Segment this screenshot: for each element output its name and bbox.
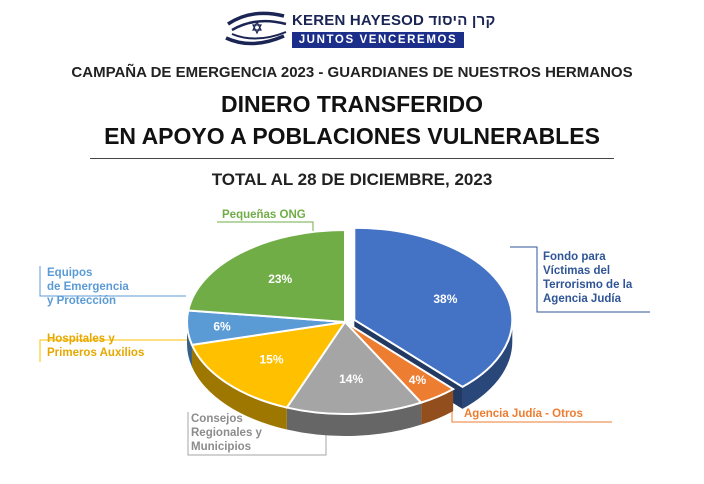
callout-equipos-emergencia: Equipos de Emergencia y Protección — [47, 266, 129, 308]
title-divider — [90, 158, 614, 159]
callout-line: Pequeñas ONG — [222, 209, 306, 221]
pie-slice-label: 23% — [268, 272, 292, 286]
logo-tagline: JUNTOS VENCEREMOS — [292, 32, 464, 48]
pie-slice-side — [421, 389, 454, 425]
callout-fondo-victimas: Fondo para Víctimas del Terrorismo de la Ag… — [543, 250, 632, 306]
callout-line: Agencia Judía — [543, 293, 621, 305]
pie-slice — [187, 228, 346, 324]
callout-line: Consejos — [191, 413, 243, 425]
pie-slice-label: 6% — [213, 320, 231, 334]
callout-line: Regionales y — [191, 427, 262, 439]
callout-connector — [39, 266, 186, 297]
callout-pequenas-ong: Pequeñas ONG — [222, 208, 306, 222]
pie-slice-side — [191, 344, 287, 430]
callout-line: Hospitales y — [47, 333, 115, 345]
callout-line: Fondo para — [543, 251, 606, 263]
chart-subtitle: TOTAL AL 28 DE DICIEMBRE, 2023 — [211, 170, 493, 189]
page-title-line1: DINERO TRANSFERIDO — [221, 91, 483, 117]
pie-slices: 38% 4% 14% 15% 6% 23% — [186, 226, 514, 436]
pie-slice — [285, 320, 423, 415]
callout-connector — [217, 221, 314, 232]
pie-slice-label: 4% — [409, 373, 427, 387]
callout-line: Víctimas del — [543, 265, 611, 277]
callout-hospitales: Hospitales y Primeros Auxilios — [47, 332, 144, 360]
callout-line: y Protección — [47, 295, 117, 307]
logo-name: KEREN HAYESOD קרן היסוד — [292, 12, 496, 29]
callout-line: Municipios — [191, 441, 252, 453]
callout-line: de Emergencia — [47, 281, 129, 293]
campaign-title: CAMPAÑA DE EMERGENCIA 2023 - GUARDIANES … — [71, 64, 633, 81]
pie-slice-label: 14% — [339, 372, 363, 386]
callout-connector — [510, 246, 650, 313]
callout-line: Primeros Auxilios — [47, 347, 145, 359]
pie-slice-label: 15% — [260, 353, 284, 367]
pie-slice — [190, 320, 348, 409]
callout-agencia-otros: Agencia Judía - Otros — [464, 407, 583, 421]
callout-connector — [39, 339, 187, 362]
page-title-line2: EN APOYO A POBLACIONES VULNERABLES — [104, 123, 600, 149]
pie-slice-label: 38% — [433, 292, 457, 306]
callout-line: Equipos — [47, 267, 93, 279]
pie-slice-side — [462, 319, 513, 409]
keren-hayesod-logo: KEREN HAYESOD קרן היסוד JUNTOS VENCEREMO… — [222, 6, 495, 52]
callout-consejos-regionales: Consejos Regionales y Municipios — [191, 412, 262, 454]
logo-emblem-icon — [225, 11, 287, 46]
pie-slice — [353, 226, 514, 389]
callout-line: Terrorismo de la — [543, 279, 633, 291]
pie-slice-side — [187, 322, 192, 367]
callout-line: Agencia Judía - Otros — [464, 408, 583, 420]
